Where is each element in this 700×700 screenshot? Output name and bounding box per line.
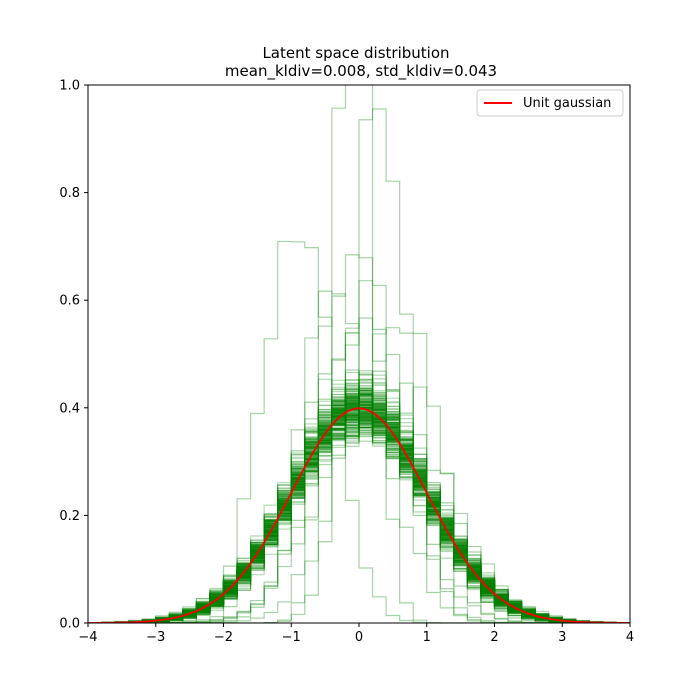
x-tick-label: −2: [214, 630, 233, 645]
gaussian-curve-layer: [88, 407, 630, 623]
histogram-step: [88, 383, 630, 623]
histogram-step: [88, 406, 630, 623]
histogram-step: [88, 418, 630, 623]
histogram-step: [88, 410, 630, 623]
histogram-step: [88, 404, 630, 623]
chart-subtitle: mean_kldiv=0.008, std_kldiv=0.043: [225, 62, 497, 81]
histogram-step: [88, 389, 630, 623]
y-axis: 0.0 0.2 0.4 0.6 0.8 1.0: [59, 79, 88, 632]
x-tick-label: 2: [490, 630, 498, 645]
histogram-step: [88, 405, 630, 623]
plot-frame: [87, 84, 631, 624]
chart-title: Latent space distribution: [262, 44, 449, 62]
histogram-step: [88, 402, 630, 623]
histogram-step: [88, 391, 630, 623]
histogram-step: [88, 392, 630, 623]
histogram-step: [88, 384, 630, 623]
histogram-step: [88, 401, 630, 623]
histogram-step: [88, 387, 630, 623]
histogram-step: [88, 385, 630, 623]
histogram-step: [88, 378, 630, 623]
histogram-step: [88, 424, 630, 623]
x-axis: −4 −3 −2 −1 0 1 2 3 4: [78, 623, 634, 645]
histogram-step: [88, 401, 630, 623]
histogram-step: [88, 418, 630, 623]
x-tick-label: 4: [626, 630, 634, 645]
y-tick-label: 0.6: [59, 294, 80, 309]
y-tick-label: 0.4: [59, 401, 80, 416]
histogram-step: [88, 412, 630, 623]
histogram-step: [88, 404, 630, 623]
histogram-step: [88, 391, 630, 623]
histogram-step: [88, 421, 630, 623]
histogram-step: [88, 381, 630, 623]
histogram-step: [88, 388, 630, 623]
histogram-step: [88, 415, 630, 623]
histogram-step: [88, 402, 630, 623]
histogram-step: [88, 388, 630, 623]
histogram-step: [88, 415, 630, 623]
x-tick-label: 0: [355, 630, 363, 645]
histogram-step: [88, 394, 630, 623]
y-tick-label: 0.0: [59, 617, 80, 632]
histogram-step: [88, 415, 630, 623]
unit-gaussian-line: [88, 407, 630, 623]
histogram-step: [88, 419, 630, 623]
legend-label-unit-gaussian: Unit gaussian: [523, 96, 611, 111]
y-tick-label: 0.8: [59, 186, 80, 201]
histogram-step: [88, 369, 630, 623]
histogram-step: [88, 371, 630, 623]
histogram-step: [88, 395, 630, 623]
histogram-step: [88, 389, 630, 623]
histogram-step: [88, 332, 630, 623]
histogram-step: [88, 409, 630, 623]
histogram-step: [88, 410, 630, 623]
legend-box: [476, 89, 624, 117]
histogram-step: [88, 424, 630, 623]
histogram-step: [88, 422, 630, 623]
histogram-step: [88, 395, 630, 623]
histogram-step: [88, 379, 630, 623]
histogram-step: [88, 389, 630, 623]
histogram-step: [88, 378, 630, 623]
histogram-step: [88, 385, 630, 623]
plot-area: [88, 85, 630, 623]
y-tick-label: 1.0: [59, 79, 80, 94]
histogram-step: [88, 419, 630, 623]
histogram-step: [88, 397, 630, 623]
histogram-step: [88, 409, 630, 623]
histogram-step: [88, 412, 630, 623]
histogram-step: [88, 389, 630, 623]
histogram-step: [88, 414, 630, 623]
histogram-step: [88, 378, 630, 623]
x-tick-label: −1: [282, 630, 301, 645]
histogram-step: [88, 391, 630, 623]
x-tick-label: −3: [146, 630, 165, 645]
histogram-step: [88, 393, 630, 623]
histogram-step: [88, 374, 630, 623]
x-tick-label: −4: [78, 630, 97, 645]
x-tick-label: 1: [423, 630, 431, 645]
histogram-step: [88, 406, 630, 623]
y-tick-label: 0.2: [59, 509, 80, 524]
histogram-step: [88, 423, 630, 623]
x-tick-label: 3: [558, 630, 566, 645]
histogram-step: [88, 402, 630, 623]
histogram-step: [88, 374, 630, 623]
histogram-step: [88, 391, 630, 623]
histogram-step: [88, 370, 630, 623]
histogram-step: [88, 391, 630, 623]
histogram-step: [88, 393, 630, 623]
histogram-step: [88, 392, 630, 623]
legend: Unit gaussian: [476, 89, 624, 117]
